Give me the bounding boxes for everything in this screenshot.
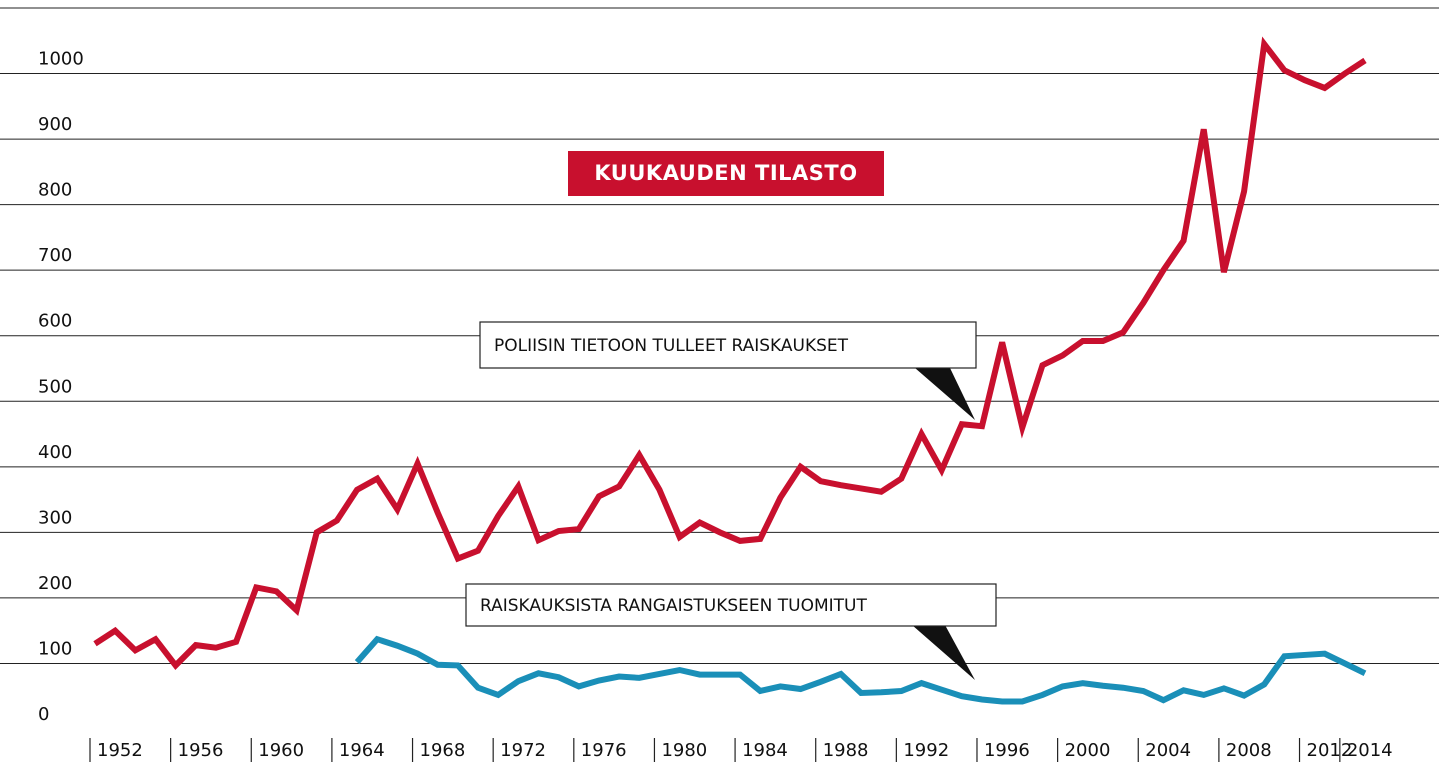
lines xyxy=(93,36,1367,705)
y-tick-label: 400 xyxy=(38,442,72,463)
title-box xyxy=(568,151,884,196)
pointer xyxy=(912,625,975,680)
y-tick-label: 0 xyxy=(38,704,49,725)
y-tick-label: 100 xyxy=(38,638,72,659)
y-tick-label: 900 xyxy=(38,114,72,135)
series-line xyxy=(354,635,1367,705)
annotation-box xyxy=(479,321,977,369)
x-tick-label: 2004 xyxy=(1145,740,1191,761)
x-tick-label: 2008 xyxy=(1226,740,1272,761)
y-tick-label: 800 xyxy=(38,180,72,201)
x-tick-label: 1960 xyxy=(258,740,304,761)
x-tick-label: 1992 xyxy=(903,740,949,761)
x-tick-label: 1952 xyxy=(97,740,143,761)
annotation: POLIISIN TIETOON TULLEET RAISKAUKSET xyxy=(494,336,849,356)
x-tick-label: 1988 xyxy=(823,740,869,761)
x-tick-label: 1980 xyxy=(661,740,707,761)
series-line xyxy=(93,36,1367,670)
x-tick-label: 1996 xyxy=(984,740,1030,761)
grid: 0 100 200 300 400 500 600 700 800 900 1000 1952 1956… xyxy=(0,49,1439,762)
y-tick-label: 300 xyxy=(38,507,72,528)
y-tick-label: 500 xyxy=(38,376,72,397)
y-tick-label: 200 xyxy=(38,573,72,594)
annotation: RAISKAUKSISTA RANGAISTUKSEEN TUOMITUT xyxy=(480,596,867,616)
y-tick-label: 600 xyxy=(38,311,72,332)
x-tick-label: 1964 xyxy=(339,740,385,761)
chart-title: KUUKAUDEN TILASTO xyxy=(594,161,857,185)
x-tick-label: 1972 xyxy=(500,740,546,761)
x-tick-label: 2000 xyxy=(1065,740,1111,761)
x-tick-label: 2012 xyxy=(1307,740,1353,761)
x-tick-label: 1984 xyxy=(742,740,788,761)
y-tick-label: 1000 xyxy=(38,49,84,70)
pointer xyxy=(915,368,975,420)
annotation-box xyxy=(465,583,997,627)
y-tick-label: 700 xyxy=(38,245,72,266)
x-tick-label: 1976 xyxy=(581,740,627,761)
x-tick-label: 1956 xyxy=(178,740,224,761)
x-tick-label: 2014 xyxy=(1347,740,1393,761)
x-tick-label: 1968 xyxy=(420,740,466,761)
